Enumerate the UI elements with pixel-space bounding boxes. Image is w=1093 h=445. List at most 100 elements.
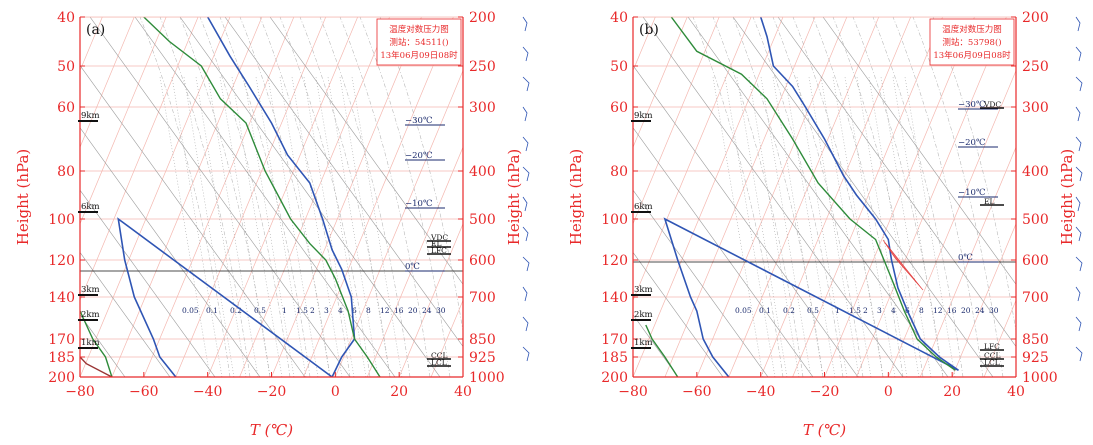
left-tick-label: 40	[610, 10, 628, 26]
dry-adiabat	[822, 17, 1016, 285]
isotherm-line	[696, 17, 848, 377]
mixing-ratio-line	[736, 76, 788, 377]
left-tick-label: 200	[48, 370, 75, 386]
mixing-ratio-label: 0.05	[182, 306, 199, 315]
mixing-ratio-label: 30	[436, 306, 446, 315]
dry-adiabat	[193, 17, 453, 377]
skewt-panel-b: 0.05 0.1 0.2 0.5 1 1.5 2 3 4 6 8 12 16 20 24 3040506080…	[103, 10, 1083, 439]
mixing-ratio-line	[255, 76, 307, 377]
mixing-ratio-label: 2	[310, 306, 315, 315]
wind-barb-icon	[1075, 286, 1081, 302]
x-tick-label: 20	[943, 384, 961, 400]
wind-barb-icon	[1075, 106, 1081, 122]
isotherm-line	[527, 17, 677, 377]
x-axis-label: T (℃)	[250, 421, 293, 439]
mixing-ratio-label: 2	[863, 306, 868, 315]
wind-barb-icon	[1075, 136, 1082, 152]
info-box	[929, 18, 1015, 66]
left-tick-label: 80	[57, 164, 75, 180]
right-tick-label: 500	[1022, 212, 1049, 228]
moist-adiabat	[259, 17, 351, 377]
left-tick-label: 50	[610, 59, 628, 75]
km-label: 6km	[634, 202, 653, 212]
iso-temp-label: 0℃	[958, 253, 973, 263]
moist-adiabat	[179, 17, 271, 377]
dry-adiabat	[633, 64, 859, 377]
wind-barb-icon	[522, 136, 529, 152]
dry-adiabat	[80, 64, 306, 377]
mixing-ratio-line	[856, 76, 908, 377]
info-box-line: 测站：54511()	[389, 37, 448, 48]
right-tick-label: 700	[469, 290, 496, 306]
iso-temp-label: 0℃	[405, 262, 420, 272]
isotherm-line	[80, 17, 167, 225]
isotherm-line	[951, 222, 1016, 377]
mixing-ratio-line	[892, 76, 944, 377]
mixing-ratio-line	[760, 76, 812, 377]
mixing-ratio-line	[880, 76, 932, 377]
moist-adiabat	[339, 17, 431, 377]
x-tick-label: −40	[193, 384, 223, 400]
moist-adiabat	[832, 17, 924, 377]
moist-adiabat	[712, 17, 804, 377]
km-label: 1km	[634, 338, 653, 348]
left-tick-label: 50	[57, 59, 75, 75]
mixing-ratio-line	[231, 76, 283, 377]
level-label: LCL	[984, 358, 1000, 367]
level-label: LCL	[431, 358, 447, 367]
iso-temp-label: −20℃	[405, 151, 432, 161]
km-label: 2km	[634, 310, 653, 320]
mixing-ratio-line	[303, 76, 355, 377]
dry-adiabat	[103, 17, 363, 377]
mixing-ratio-label: 12	[380, 306, 390, 315]
mixing-ratio-label: 24	[975, 306, 985, 315]
isotherm-line	[983, 299, 1016, 377]
isotherm-line	[303, 17, 454, 377]
wind-barb-icon	[1075, 316, 1082, 332]
x-tick-label: 0	[884, 384, 893, 400]
info-box-line: 13年06月09日08时	[933, 50, 1011, 61]
mixing-ratio-label: 8	[366, 306, 371, 315]
right-tick-label: 850	[469, 332, 496, 348]
wind-barb-icon	[522, 196, 528, 212]
iso-temp-label: −30℃	[958, 100, 985, 110]
moist-adiabat	[239, 17, 331, 377]
x-tick-label: 0	[331, 384, 340, 400]
wind-barb-icon	[522, 346, 530, 362]
wind-barb-icon	[522, 256, 530, 272]
x-tick-label: −20	[810, 384, 840, 400]
wind-barb-icon	[522, 316, 529, 332]
mixing-ratio-line	[784, 76, 836, 377]
mixing-ratio-line	[159, 76, 211, 377]
isotherm-line	[760, 17, 911, 377]
moist-adiabat	[199, 17, 291, 377]
level-label: LFC	[984, 342, 1000, 351]
wind-barb-icon	[1075, 166, 1083, 182]
left-tick-label: 185	[48, 350, 75, 366]
mixing-ratio-line	[832, 76, 884, 377]
right-tick-label: 200	[1022, 10, 1049, 26]
moist-adiabat	[379, 17, 463, 334]
dry-adiabat	[283, 17, 543, 377]
level-label: EL	[431, 239, 441, 248]
series-dew-2	[670, 17, 956, 371]
dry-adiabat	[80, 127, 261, 377]
right-tick-label: 1000	[469, 370, 505, 386]
mixing-ratio-line	[291, 76, 343, 377]
moist-adiabat	[892, 17, 984, 377]
mixing-ratio-line	[207, 76, 259, 377]
mixing-ratio-label: 1	[835, 306, 840, 315]
left-tick-label: 80	[610, 164, 628, 180]
wind-barb-icon	[1075, 346, 1083, 362]
dry-adiabat	[80, 251, 171, 377]
mixing-ratio-label: 0.1	[206, 306, 218, 315]
wind-barb-icon	[522, 76, 530, 92]
km-label: 2km	[81, 310, 100, 320]
isotherm-line	[633, 17, 752, 302]
level-label: EL	[984, 197, 994, 206]
series-dew-1	[645, 324, 679, 377]
right-tick-label: 925	[1022, 350, 1049, 366]
isotherm-line	[633, 17, 688, 149]
iso-temp-label: −30℃	[405, 116, 432, 126]
right-tick-label: 200	[469, 10, 496, 26]
